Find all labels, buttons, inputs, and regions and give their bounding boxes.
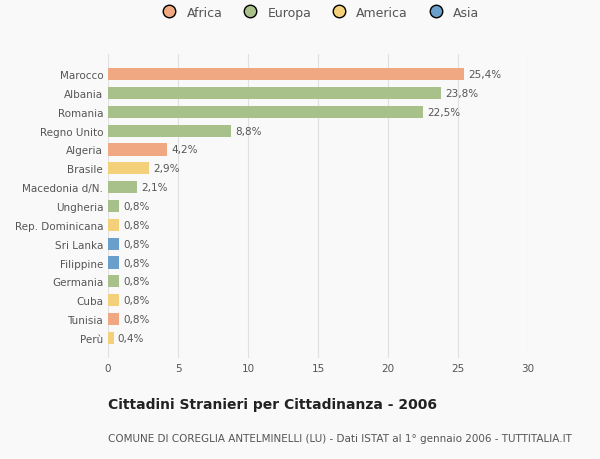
Text: 0,8%: 0,8% [124, 202, 150, 212]
Bar [108, 257, 119, 269]
Bar [108, 332, 113, 344]
Bar [108, 276, 119, 288]
Bar [108, 182, 137, 194]
Bar [108, 219, 119, 231]
Text: 0,8%: 0,8% [124, 220, 150, 230]
Text: 0,8%: 0,8% [124, 296, 150, 306]
Text: 2,9%: 2,9% [153, 164, 179, 174]
Bar [108, 144, 167, 156]
Text: 25,4%: 25,4% [468, 70, 501, 80]
Bar [108, 238, 119, 250]
Text: 0,8%: 0,8% [124, 258, 150, 268]
Legend: Africa, Europa, America, Asia: Africa, Europa, America, Asia [157, 7, 479, 20]
Text: 0,8%: 0,8% [124, 314, 150, 325]
Text: 2,1%: 2,1% [142, 183, 168, 193]
Bar [108, 313, 119, 325]
Text: 23,8%: 23,8% [445, 89, 479, 99]
Bar [108, 294, 119, 307]
Bar [108, 106, 423, 119]
Text: 0,8%: 0,8% [124, 239, 150, 249]
Bar [108, 69, 464, 81]
Text: Cittadini Stranieri per Cittadinanza - 2006: Cittadini Stranieri per Cittadinanza - 2… [108, 397, 437, 412]
Text: 8,8%: 8,8% [235, 126, 262, 136]
Bar [108, 125, 231, 137]
Bar [108, 201, 119, 213]
Text: 0,4%: 0,4% [118, 333, 144, 343]
Text: COMUNE DI COREGLIA ANTELMINELLI (LU) - Dati ISTAT al 1° gennaio 2006 - TUTTITALI: COMUNE DI COREGLIA ANTELMINELLI (LU) - D… [108, 433, 572, 442]
Text: 4,2%: 4,2% [171, 145, 197, 155]
Bar [108, 88, 441, 100]
Bar [108, 163, 149, 175]
Text: 22,5%: 22,5% [427, 107, 460, 118]
Text: 0,8%: 0,8% [124, 277, 150, 287]
